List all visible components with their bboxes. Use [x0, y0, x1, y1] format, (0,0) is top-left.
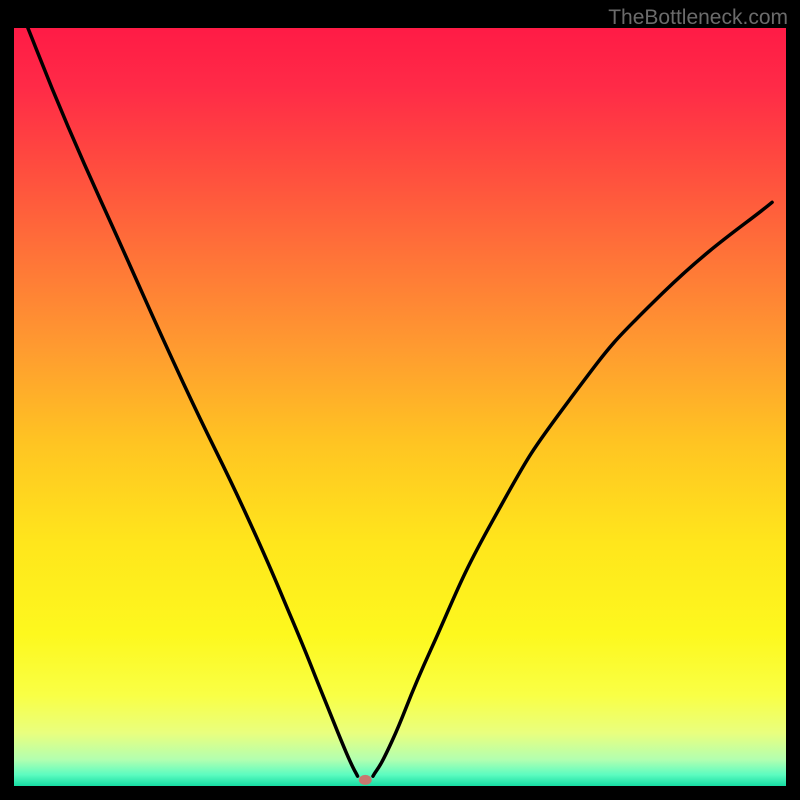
bottleneck-chart	[0, 0, 800, 800]
watermark-text: TheBottleneck.com	[608, 6, 788, 30]
chart-canvas	[0, 0, 800, 800]
